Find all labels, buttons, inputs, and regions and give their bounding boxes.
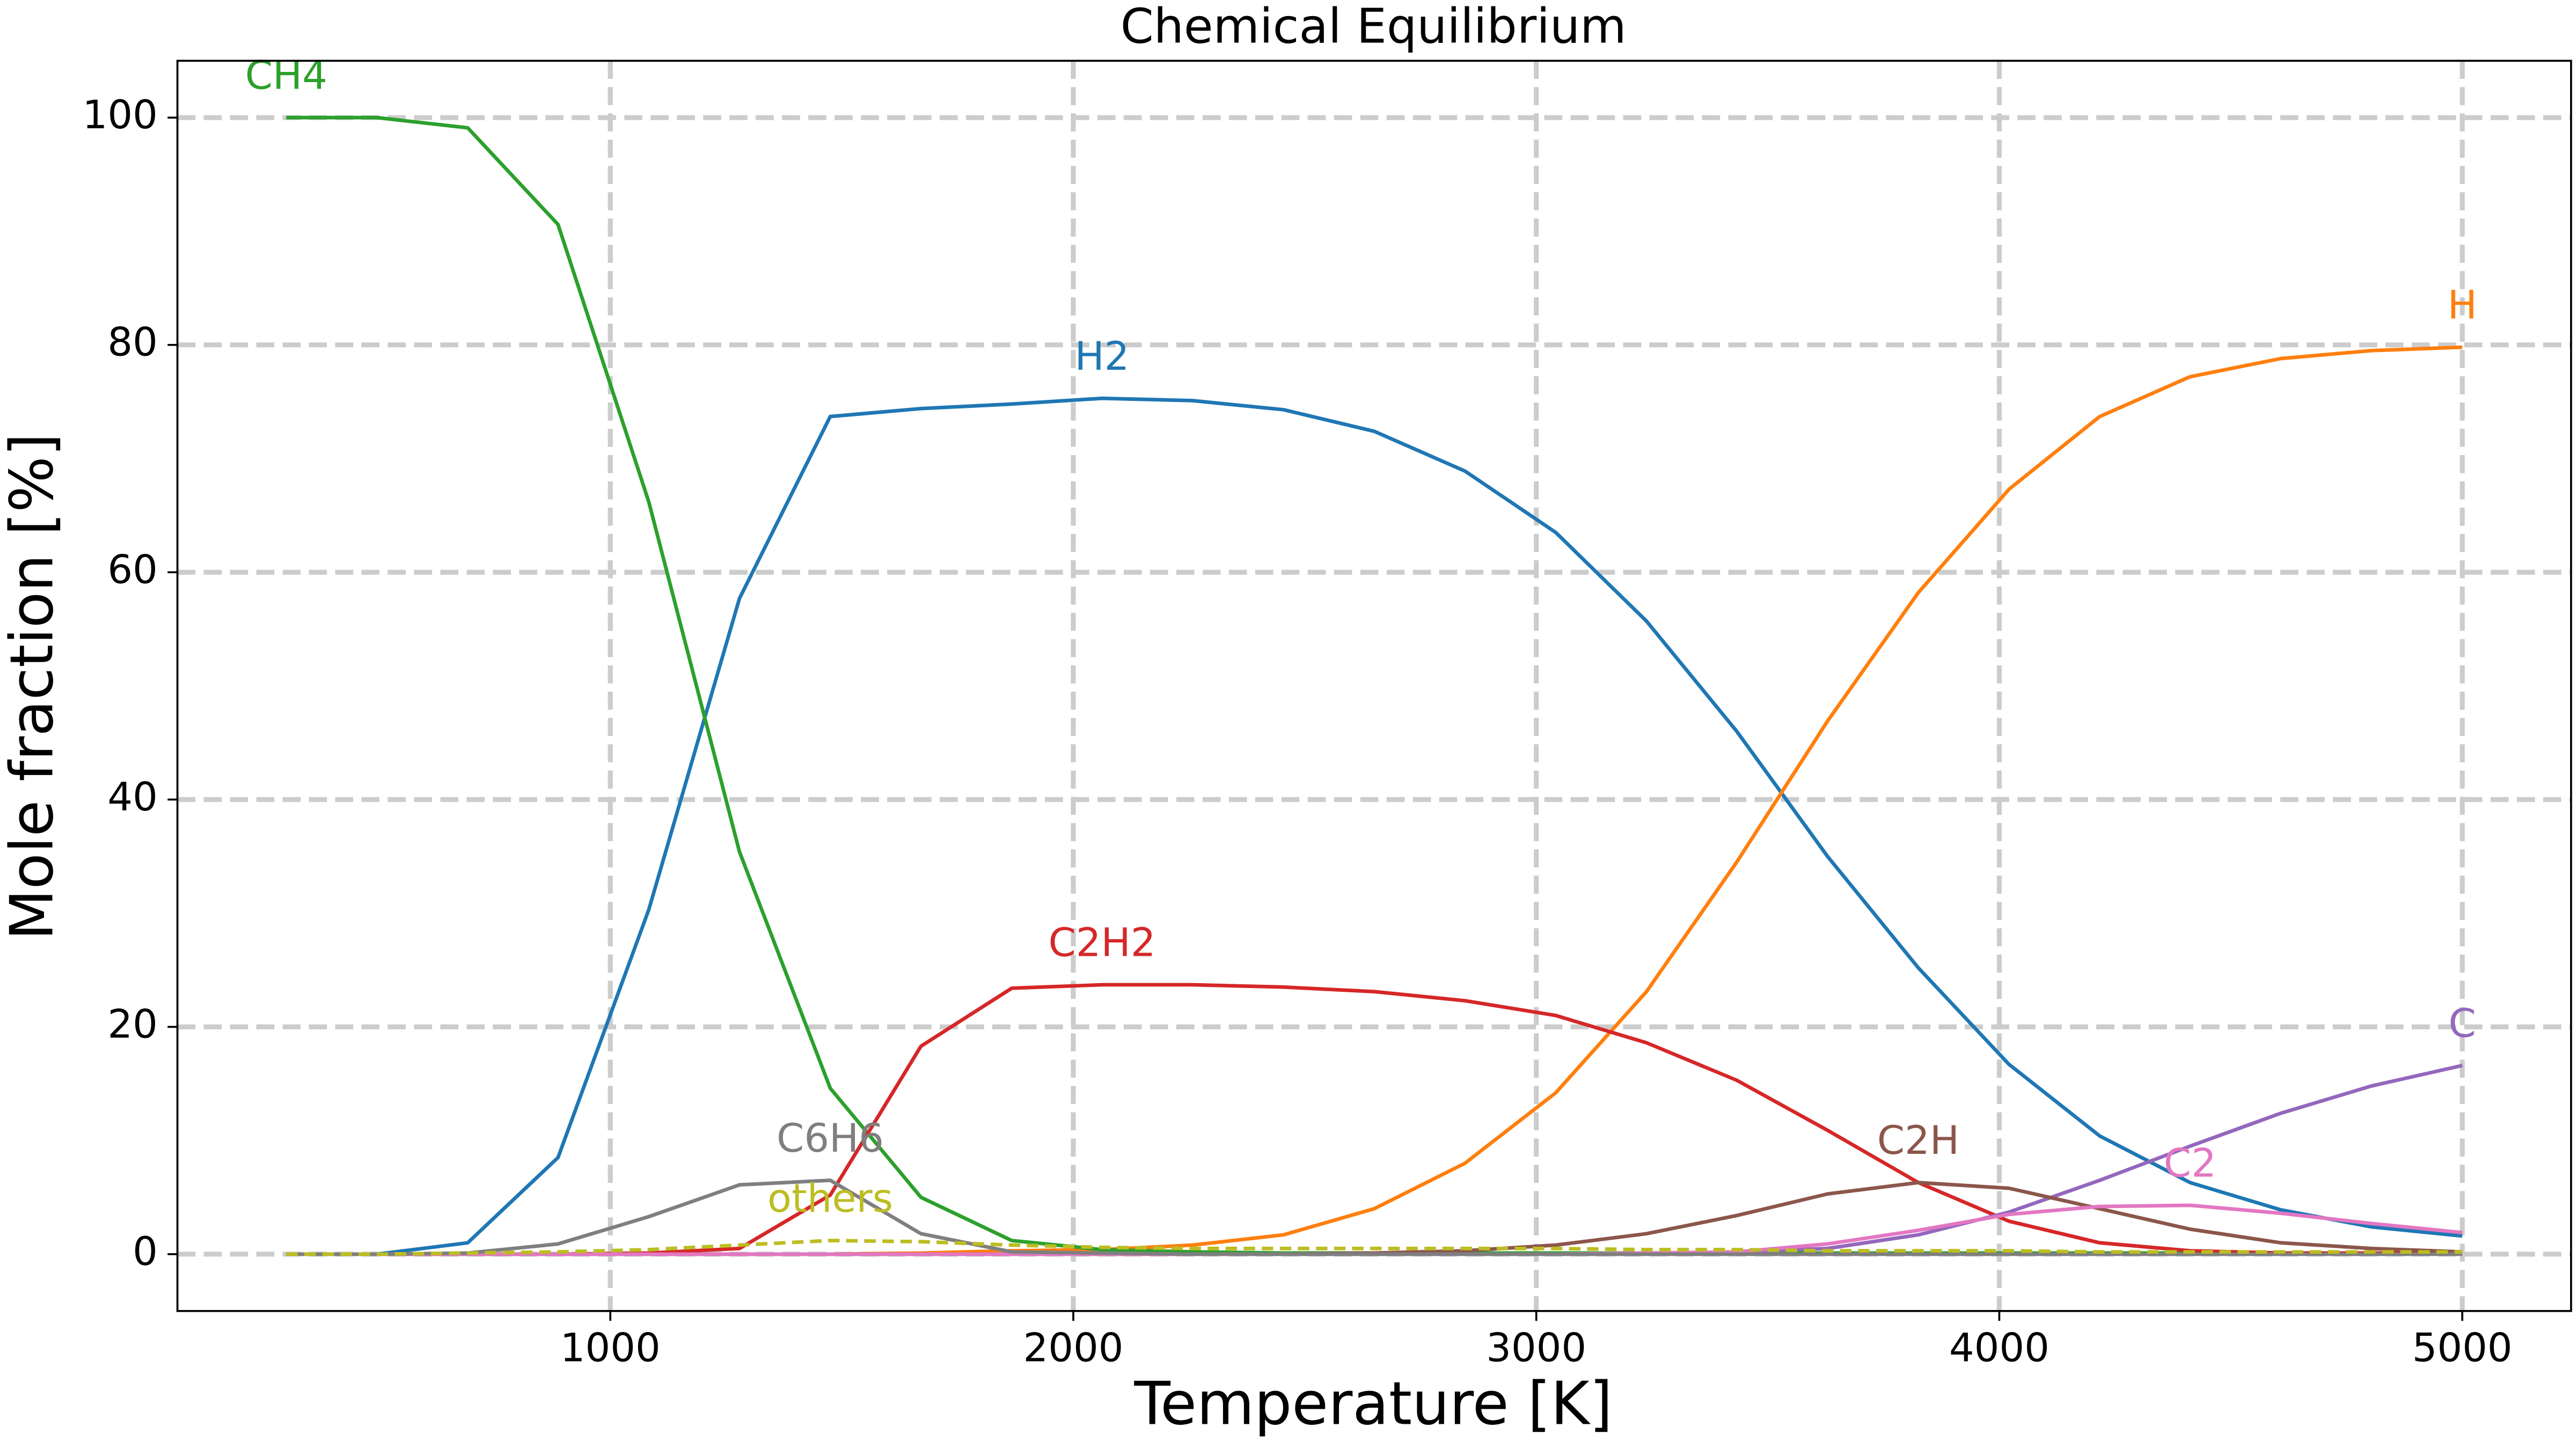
y-tick-label: 20 — [107, 1001, 157, 1047]
x-axis-label: Temperature [K] — [1134, 1370, 1613, 1438]
y-tick-label: 100 — [83, 92, 158, 138]
series-label: C2H — [1877, 1118, 1959, 1163]
series-line — [286, 1239, 2463, 1256]
x-tick-label: 5000 — [2412, 1325, 2513, 1371]
y-tick-label: 40 — [107, 774, 157, 820]
series-label: H2 — [1074, 334, 1129, 379]
series-line — [286, 1178, 2463, 1256]
series-line — [286, 396, 2463, 1256]
y-tick-label: 80 — [107, 320, 157, 365]
plot-frame — [176, 60, 2572, 1312]
series-label: C2 — [2164, 1140, 2216, 1186]
series-label: C6H6 — [777, 1116, 884, 1161]
y-axis-label: Mole fraction [%] — [0, 433, 67, 940]
chart-title: Chemical Equilibrium — [1121, 0, 1627, 54]
grid — [177, 61, 2571, 1311]
series-label: C — [2448, 1001, 2476, 1046]
series-label: others — [767, 1176, 893, 1221]
series-label: H — [2447, 282, 2477, 328]
y-tick-label: 60 — [107, 547, 157, 592]
x-tick-label: 4000 — [1949, 1325, 2050, 1371]
y-tick-label: 0 — [133, 1229, 158, 1275]
x-tick-label: 1000 — [560, 1325, 661, 1371]
x-tick-label: 3000 — [1486, 1325, 1586, 1371]
series-label: C2H2 — [1048, 920, 1155, 966]
x-tick-label: 2000 — [1023, 1325, 1123, 1371]
